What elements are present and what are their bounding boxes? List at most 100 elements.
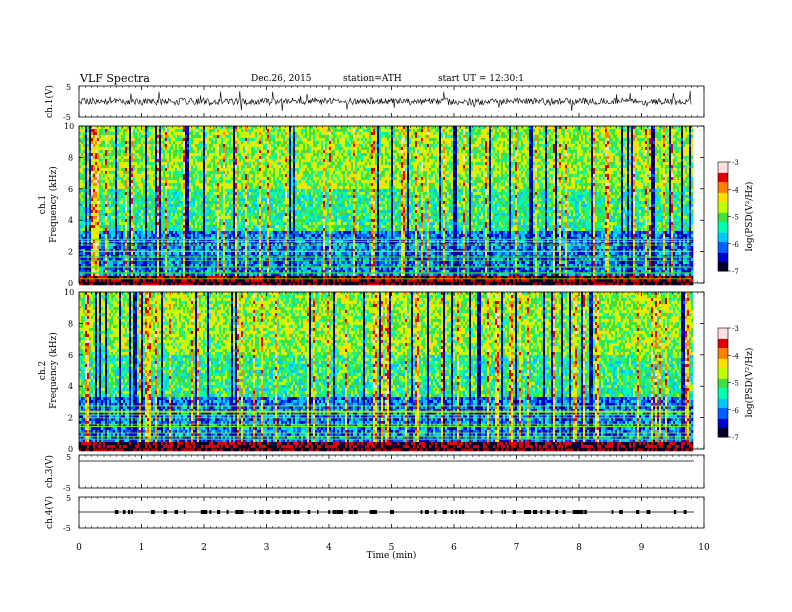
colorbar-segment	[718, 435, 728, 438]
ch4-pulse	[546, 510, 550, 514]
ch4-pulse	[372, 510, 377, 514]
colorbar-segment	[718, 349, 728, 353]
ch4-pulse	[540, 510, 543, 514]
colorbar-segment	[718, 431, 728, 434]
ch4-pulse	[235, 510, 240, 514]
ch4-pulse	[336, 510, 342, 514]
colorbar-segment	[718, 205, 728, 208]
ch4-pulse	[434, 510, 437, 514]
colorbar-segment	[718, 371, 728, 374]
ch4-pulse	[480, 510, 484, 514]
channel-label: ch.2	[38, 361, 48, 380]
colorbar-segment	[718, 389, 728, 393]
y-tick-label: 5	[66, 494, 71, 503]
colorbar-segment	[718, 386, 728, 389]
ch4-pulse	[580, 510, 584, 514]
colorbar-segment	[718, 218, 728, 221]
colorbar-tick-label: -4	[732, 352, 739, 360]
ch4-pulse	[348, 510, 354, 514]
colorbar-segment	[718, 393, 728, 396]
ch3-frame	[78, 454, 705, 489]
colorbar-segment	[718, 382, 728, 385]
colorbar-segment	[718, 169, 728, 172]
colorbar-segment	[718, 229, 728, 232]
colorbar-segment	[718, 236, 728, 239]
ch4-pulse	[353, 510, 358, 514]
colorbar-segment	[718, 167, 728, 170]
x-tick-label: 4	[326, 543, 332, 553]
ch4-pulse	[611, 510, 614, 514]
x-tick-label: 5	[389, 543, 395, 553]
colorbar-segment	[718, 196, 728, 199]
colorbar-segment	[718, 261, 728, 265]
ch4-pulse	[183, 510, 186, 514]
colorbar-segment	[718, 165, 728, 168]
colorbar-segment	[718, 362, 728, 365]
colorbar-segment	[718, 357, 728, 360]
ch4-pulse	[266, 510, 271, 514]
colorbar-segment	[718, 433, 728, 436]
ch4-pulse	[461, 510, 465, 514]
colorbar-segment	[718, 231, 728, 234]
colorbar-segment	[718, 214, 728, 217]
ch4-pulse	[450, 510, 453, 514]
colorbar-segment	[718, 194, 728, 198]
x-tick-label: 3	[264, 543, 270, 553]
colorbar-segment	[718, 180, 728, 183]
ch4-pulse	[150, 510, 155, 514]
ch4-pulse	[307, 510, 311, 514]
y-tick-label: -5	[63, 524, 71, 533]
y-tick-label: 6	[68, 185, 73, 194]
colorbar-label: log(PSD(V²/Hz)	[744, 348, 755, 418]
colorbar-segment	[718, 220, 728, 223]
x-axis-label: Time (min)	[367, 550, 417, 561]
ch4-pulse	[293, 510, 297, 514]
colorbar-segment	[718, 265, 728, 268]
colorbar-segment	[718, 402, 728, 405]
y-tick-label: 5	[66, 453, 71, 462]
colorbar-segment	[718, 227, 728, 230]
colorbar-segment	[718, 198, 728, 201]
colorbar-segment	[718, 183, 728, 187]
ch4-pulse	[526, 510, 532, 514]
x-tick-label: 6	[451, 543, 457, 553]
colorbar-segment	[718, 172, 728, 176]
ch4-pulse	[239, 510, 244, 514]
colorbar-segment	[718, 411, 728, 414]
colorbar-segment	[718, 395, 728, 398]
spectrogram-ch1	[79, 126, 694, 286]
x-tick-label: 8	[576, 543, 582, 553]
colorbar-segment	[718, 247, 728, 250]
x-tick-label: 7	[514, 543, 520, 553]
ch4-pulse	[369, 510, 374, 514]
colorbar-segment	[718, 263, 728, 267]
ch4-pulse	[635, 510, 640, 514]
y-tick-label: 10	[64, 288, 74, 297]
colorbar-segment	[718, 338, 728, 342]
colorbar-segment	[718, 207, 728, 210]
colorbar-segment	[718, 329, 728, 333]
ch4-pulse	[501, 510, 504, 514]
ch4-pulse	[226, 510, 229, 514]
ch4-pulse	[572, 510, 577, 514]
y-tick-label: 6	[68, 351, 73, 360]
ch4-pulse	[122, 510, 126, 514]
colorbar-segment	[718, 347, 728, 351]
colorbar-segment	[718, 238, 728, 241]
y-tick-label: 4	[68, 382, 73, 391]
colorbar-segment	[718, 415, 728, 418]
y-tick-label: 0	[68, 279, 73, 288]
ch4-pulse	[174, 510, 178, 514]
colorbar-segment	[718, 211, 728, 214]
colorbar-segment	[718, 404, 728, 407]
y-tick-label: 2	[68, 414, 73, 423]
colorbar-segment	[718, 223, 728, 227]
ch4-pulse	[254, 510, 256, 514]
ch4-pulse	[390, 510, 394, 514]
colorbar-segment	[718, 232, 728, 236]
colorbar-segment	[718, 225, 728, 228]
colorbar-tick-label: -5	[732, 214, 739, 222]
ch4-pulse	[128, 510, 131, 514]
ch4-pulse	[562, 510, 566, 514]
